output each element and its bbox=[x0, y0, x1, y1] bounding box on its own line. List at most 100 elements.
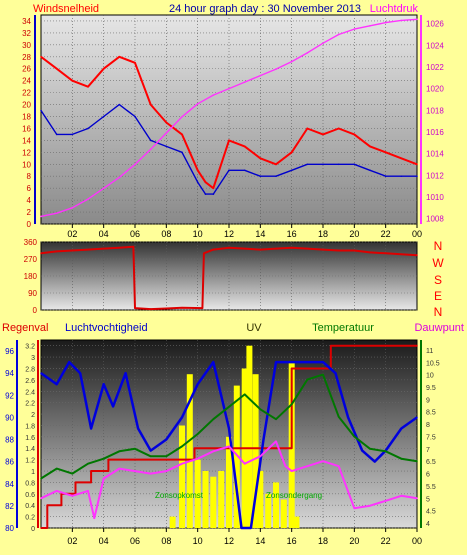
point-direction bbox=[400, 253, 403, 256]
point-pressure bbox=[212, 94, 215, 96]
x-tick-label: 06 bbox=[130, 536, 140, 546]
y-tick-label: 24 bbox=[22, 77, 31, 86]
point-dewpoint bbox=[118, 467, 121, 470]
x-tick-label: 02 bbox=[67, 536, 77, 546]
y-tick-label: 18 bbox=[22, 113, 31, 122]
point-direction bbox=[201, 307, 204, 309]
point-direction bbox=[228, 246, 230, 249]
point-rain bbox=[330, 344, 332, 347]
point-rain bbox=[290, 367, 293, 370]
x-tick-label: 06 bbox=[130, 229, 140, 239]
compass-label: N bbox=[434, 305, 443, 319]
point-temperature bbox=[134, 448, 136, 450]
point-temperature bbox=[228, 405, 230, 408]
y-tick-label: 3.2 bbox=[25, 344, 35, 351]
point-gust bbox=[384, 151, 387, 154]
point-direction bbox=[384, 252, 387, 255]
x-tick-label: 10 bbox=[193, 536, 203, 546]
series-average bbox=[40, 103, 417, 195]
point-rain bbox=[40, 527, 42, 529]
point-gust bbox=[259, 157, 262, 160]
y-tick-label: 6 bbox=[27, 184, 32, 193]
x-tick-label: 14 bbox=[255, 229, 265, 239]
point-average bbox=[102, 115, 105, 118]
y-tick-label: 8 bbox=[27, 172, 32, 181]
y-tick-label: 6.5 bbox=[426, 459, 436, 466]
point-gust bbox=[353, 133, 356, 136]
uv-bar bbox=[186, 374, 193, 528]
humidity-axis: 80 82 84 86 88 90 92 94 96 bbox=[5, 340, 18, 533]
y-tick-label: 1014 bbox=[426, 150, 444, 159]
panel-climate-series bbox=[40, 344, 418, 530]
point-gust bbox=[102, 67, 105, 70]
pressure-axis: 1008 1010 1012 1014 1016 1018 1020 1022 1024 1026 bbox=[420, 15, 444, 224]
point-temperature bbox=[181, 445, 183, 448]
point-direction bbox=[353, 249, 356, 252]
point-dewpoint bbox=[228, 445, 230, 448]
uv-bar bbox=[265, 493, 272, 528]
point-gust bbox=[337, 127, 340, 130]
compass-labels: N W S E N bbox=[432, 239, 444, 319]
point-dewpoint bbox=[353, 507, 356, 510]
x-tick-label: 16 bbox=[287, 536, 297, 546]
y-tick-label: 30 bbox=[22, 41, 31, 50]
chart-title: 24 hour graph day : 30 November 2013 bbox=[169, 3, 361, 15]
point-direction bbox=[102, 247, 105, 250]
y-tick-label: 28 bbox=[22, 53, 31, 62]
uv-bar bbox=[257, 471, 264, 528]
y-tick-label: 10.5 bbox=[426, 360, 440, 367]
point-direction bbox=[165, 307, 168, 310]
y-tick-label: 1022 bbox=[426, 63, 444, 72]
point-average bbox=[196, 181, 199, 183]
panel-direction-series bbox=[40, 245, 418, 311]
point-rain bbox=[90, 470, 92, 472]
point-temperature bbox=[322, 373, 324, 376]
point-humidity bbox=[400, 427, 403, 430]
point-rain bbox=[74, 481, 77, 484]
point-average bbox=[71, 133, 74, 136]
point-humidity bbox=[137, 427, 139, 430]
point-dewpoint bbox=[149, 472, 152, 475]
compass-label: W bbox=[432, 256, 444, 270]
point-direction bbox=[55, 250, 58, 253]
y-tick-label: 3 bbox=[31, 355, 35, 362]
point-dewpoint bbox=[337, 465, 340, 467]
point-humidity bbox=[347, 416, 349, 419]
x-tick-label: 04 bbox=[99, 229, 109, 239]
point-pressure bbox=[369, 25, 371, 27]
y-tick-label: 88 bbox=[5, 436, 14, 445]
point-rain bbox=[131, 458, 133, 461]
point-humidity bbox=[275, 361, 277, 363]
y-tick-label: 11 bbox=[426, 348, 433, 355]
point-direction bbox=[306, 247, 309, 250]
x-tick-label: 20 bbox=[349, 536, 359, 546]
sunrise-label: Zonsopkomst bbox=[155, 491, 204, 500]
y-tick-label: 1010 bbox=[426, 193, 444, 202]
point-gust bbox=[416, 163, 418, 166]
point-temperature bbox=[353, 435, 356, 438]
point-average bbox=[337, 163, 340, 166]
y-tick-label: 0.4 bbox=[25, 503, 35, 510]
point-direction bbox=[134, 307, 136, 309]
point-dewpoint bbox=[322, 460, 324, 463]
y-tick-label: 90 bbox=[28, 289, 37, 298]
y-tick-label: 90 bbox=[5, 413, 14, 422]
point-pressure bbox=[71, 206, 74, 209]
x-tick-label: 14 bbox=[255, 536, 265, 546]
point-dewpoint bbox=[87, 490, 89, 492]
y-tick-label: 6 bbox=[426, 472, 430, 479]
point-pressure bbox=[134, 163, 136, 166]
point-average bbox=[212, 193, 215, 195]
y-tick-label: 2.8 bbox=[25, 366, 35, 373]
point-humidity bbox=[165, 438, 168, 441]
point-direction bbox=[275, 247, 277, 250]
point-direction bbox=[337, 249, 340, 252]
humidity-axis-title: Luchtvochtigheid bbox=[65, 322, 148, 334]
y-tick-label: 2 bbox=[31, 412, 35, 419]
point-humidity bbox=[240, 527, 243, 529]
point-humidity bbox=[250, 527, 252, 529]
point-temperature bbox=[400, 457, 403, 460]
point-dewpoint bbox=[306, 465, 309, 467]
point-humidity bbox=[40, 372, 42, 374]
uv-bar bbox=[293, 516, 300, 528]
